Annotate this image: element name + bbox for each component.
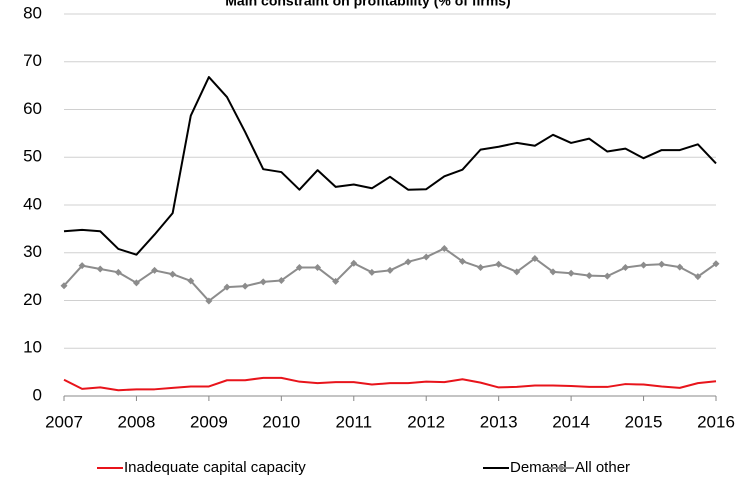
point: [223, 283, 231, 291]
series-line: [63, 247, 717, 302]
point: [187, 277, 195, 285]
x-tick-label: 2015: [625, 412, 663, 431]
x-tick-label: 2011: [335, 412, 372, 431]
point: [404, 258, 412, 266]
chart-title: Main constraint on profitability (% of f…: [225, 0, 510, 9]
y-tick-label: 20: [23, 290, 42, 309]
point: [350, 259, 358, 267]
point: [60, 282, 68, 290]
point: [114, 268, 122, 276]
x-tick-label: 2013: [480, 412, 518, 431]
x-tick-label: 2008: [118, 412, 156, 431]
point: [621, 264, 629, 272]
point: [640, 261, 648, 269]
y-tick-label: 80: [23, 3, 42, 22]
point: [314, 264, 322, 272]
point: [259, 278, 267, 286]
y-tick-label: 70: [23, 51, 42, 70]
point: [712, 260, 720, 268]
legend-label: All other: [575, 459, 630, 476]
legend-label: Inadequate capital capacity: [124, 459, 306, 476]
x-tick-label: 2009: [190, 412, 228, 431]
point: [241, 282, 249, 290]
point: [531, 254, 539, 262]
point: [205, 297, 213, 305]
y-tick-label: 10: [23, 338, 42, 357]
y-tick-label: 0: [33, 385, 42, 404]
point: [78, 262, 86, 270]
x-tick-label: 2012: [407, 412, 445, 431]
series-line: [63, 76, 717, 256]
point: [658, 260, 666, 268]
point: [386, 266, 394, 274]
point: [132, 279, 140, 287]
x-tick-label: 2014: [552, 412, 590, 431]
point: [549, 268, 557, 276]
point: [676, 263, 684, 271]
y-tick-label: 30: [23, 242, 42, 261]
point: [513, 268, 521, 276]
point: [169, 270, 177, 278]
legend-label: Demand: [510, 459, 567, 476]
point: [277, 276, 285, 284]
x-tick-label: 2007: [45, 412, 83, 431]
y-tick-label: 40: [23, 194, 42, 213]
point: [458, 257, 466, 265]
y-tick-label: 50: [23, 147, 42, 166]
point: [603, 272, 611, 280]
point: [585, 272, 593, 280]
point: [477, 264, 485, 272]
point: [422, 253, 430, 261]
legend-marker: [557, 464, 565, 472]
point: [96, 265, 104, 273]
series-line: [63, 376, 717, 392]
point: [151, 266, 159, 274]
point: [332, 277, 340, 285]
point: [495, 260, 503, 268]
x-tick-label: 2010: [262, 412, 300, 431]
point: [295, 264, 303, 272]
x-tick-label: 2016: [697, 412, 735, 431]
y-tick-label: 60: [23, 99, 42, 118]
point: [440, 244, 448, 252]
point: [694, 273, 702, 281]
point: [368, 268, 376, 276]
point: [567, 269, 575, 277]
